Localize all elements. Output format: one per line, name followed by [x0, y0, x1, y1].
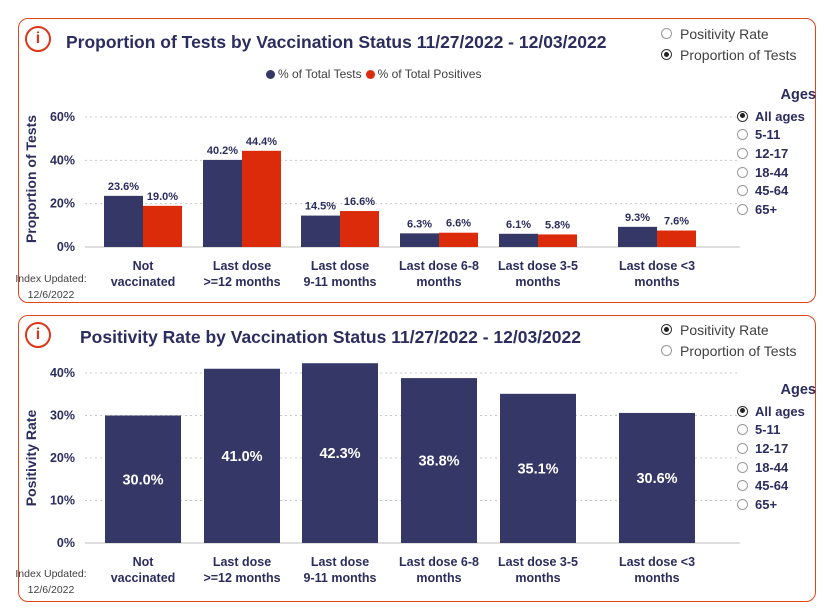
info-icon[interactable]: i	[25, 26, 51, 52]
legend-dot-icon	[266, 69, 275, 79]
age-option-45-64[interactable]: 45-64	[737, 181, 816, 200]
age-option-5-11[interactable]: 5-11	[737, 126, 816, 145]
legend-label-tests: % of Total Tests	[278, 67, 362, 81]
age-label: 45-64	[755, 183, 789, 199]
ages-title: Ages	[780, 87, 816, 103]
radio-selected-icon	[737, 110, 748, 122]
metric-toggle: Positivity Rate Proportion of Tests	[661, 319, 796, 361]
toggle-label: Positivity Rate	[680, 25, 769, 42]
radio-icon	[737, 166, 748, 178]
index-updated-label: Index Updated:	[15, 568, 87, 580]
index-updated-label: Index Updated:	[15, 273, 87, 285]
toggle-proportion-of-tests[interactable]: Proportion of Tests	[661, 44, 796, 65]
age-option-12-17[interactable]: 12-17	[737, 439, 816, 458]
legend-label-positives: % of Total Positives	[377, 67, 482, 81]
age-label: 12-17	[755, 440, 789, 456]
age-option-5-11[interactable]: 5-11	[737, 421, 816, 440]
age-option-12-17[interactable]: 12-17	[737, 144, 816, 163]
age-label: 45-64	[755, 478, 789, 494]
ages-filter: Ages All ages 5-11 12-17 18-44 45-64 65+	[737, 382, 816, 514]
age-option-18-44[interactable]: 18-44	[737, 163, 816, 182]
radio-icon	[737, 203, 748, 215]
age-label: 18-44	[755, 164, 789, 180]
toggle-positivity-rate[interactable]: Positivity Rate	[661, 23, 796, 44]
radio-icon	[661, 345, 672, 356]
radio-icon	[737, 480, 748, 492]
age-label: 18-44	[755, 459, 789, 475]
age-option-all[interactable]: All ages	[737, 107, 816, 126]
age-option-all[interactable]: All ages	[737, 402, 816, 421]
index-updated: Index Updated: 12/6/2022	[11, 566, 91, 598]
chart-legend: % of Total Tests % of Total Positives	[266, 67, 481, 81]
age-label: All ages	[755, 403, 805, 419]
age-option-65-plus[interactable]: 65+	[737, 200, 816, 219]
radio-icon	[661, 28, 672, 39]
toggle-label: Proportion of Tests	[680, 46, 797, 63]
ages-filter: Ages All ages 5-11 12-17 18-44 45-64 65+	[737, 87, 816, 219]
radio-icon	[737, 147, 748, 159]
radio-selected-icon	[661, 49, 672, 60]
age-label: 12-17	[755, 145, 789, 161]
chart-title: Positivity Rate by Vaccination Status 11…	[80, 327, 581, 347]
age-option-65-plus[interactable]: 65+	[737, 495, 816, 514]
positivity-panel: i Positivity Rate by Vaccination Status …	[15, 315, 816, 602]
toggle-positivity-rate[interactable]: Positivity Rate	[661, 319, 796, 340]
ages-title: Ages	[780, 382, 816, 398]
age-label: 5-11	[755, 422, 781, 438]
radio-icon	[737, 442, 748, 454]
radio-icon	[737, 498, 748, 510]
toggle-proportion-of-tests[interactable]: Proportion of Tests	[661, 340, 796, 361]
index-updated: Index Updated: 12/6/2022	[11, 271, 91, 303]
index-updated-date: 12/6/2022	[27, 289, 75, 301]
toggle-label: Positivity Rate	[680, 321, 769, 338]
toggle-label: Proportion of Tests	[680, 342, 797, 359]
radio-selected-icon	[661, 324, 672, 335]
age-label: 5-11	[755, 127, 781, 143]
age-label: 65+	[755, 201, 778, 217]
radio-icon	[737, 129, 748, 141]
age-label: All ages	[755, 108, 805, 124]
chart-title: Proportion of Tests by Vaccination Statu…	[66, 32, 607, 52]
radio-icon	[737, 185, 748, 197]
radio-icon	[737, 424, 748, 436]
radio-selected-icon	[737, 405, 748, 417]
radio-icon	[737, 461, 748, 473]
age-label: 65+	[755, 496, 778, 512]
age-option-18-44[interactable]: 18-44	[737, 458, 816, 477]
proportion-panel: i Proportion of Tests by Vaccination Sta…	[15, 18, 816, 303]
index-updated-date: 12/6/2022	[27, 584, 75, 596]
metric-toggle: Positivity Rate Proportion of Tests	[661, 23, 796, 65]
age-option-45-64[interactable]: 45-64	[737, 476, 816, 495]
legend-dot-icon	[365, 69, 375, 79]
info-icon[interactable]: i	[25, 322, 51, 348]
